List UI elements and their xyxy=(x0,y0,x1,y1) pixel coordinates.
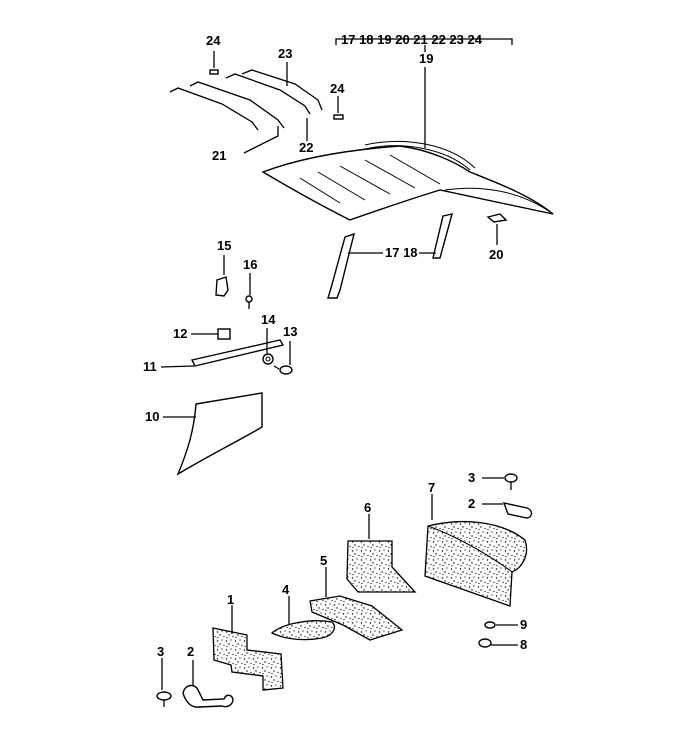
label-22: 22 xyxy=(299,140,313,155)
label-24-right: 24 xyxy=(330,81,345,96)
clip-20 xyxy=(486,213,508,223)
label-2-left: 2 xyxy=(187,644,194,659)
carpet-pieces: 6 5 4 1 xyxy=(212,500,417,691)
pillar-trims: 17 18 20 xyxy=(327,213,508,299)
label-8: 8 xyxy=(520,637,527,652)
pillar-trim-18 xyxy=(432,213,453,259)
bracket-2-right xyxy=(502,502,533,519)
roof-bows: 24 24 23 22 21 xyxy=(169,33,345,163)
label-19: 19 xyxy=(419,51,433,66)
label-9: 9 xyxy=(520,617,527,632)
screw-3-right xyxy=(504,473,518,483)
label-10: 10 xyxy=(145,409,159,424)
label-21: 21 xyxy=(212,148,226,163)
side-panel-10: 10 xyxy=(145,392,263,476)
screw-3-left xyxy=(156,691,172,701)
left-fasteners: 3 2 xyxy=(156,644,234,708)
headliner-panel xyxy=(261,140,554,221)
label-11: 11 xyxy=(143,359,157,374)
clip-24-left xyxy=(209,69,219,75)
carpet-5 xyxy=(309,595,404,641)
label-24-left: 24 xyxy=(206,33,221,48)
label-12: 12 xyxy=(173,326,187,341)
label-5: 5 xyxy=(320,553,327,568)
label-1: 1 xyxy=(227,592,234,607)
kit-bracket: 17 18 19 20 21 22 23 24 19 xyxy=(335,32,513,148)
label-13: 13 xyxy=(283,324,297,339)
label-23: 23 xyxy=(278,46,292,61)
kit-parts-label: 17 18 19 20 21 22 23 24 xyxy=(341,32,483,47)
clip-24-right xyxy=(333,114,344,120)
pillar-trim-17 xyxy=(327,232,355,299)
rear-shelf-assembly: 7 3 2 9 8 xyxy=(424,470,533,652)
label-2-right: 2 xyxy=(468,496,475,511)
label-6: 6 xyxy=(364,500,371,515)
washer-9 xyxy=(484,621,496,629)
label-7: 7 xyxy=(428,480,435,495)
label-14: 14 xyxy=(261,312,276,327)
rear-shelf-7 xyxy=(424,520,528,607)
carpet-1 xyxy=(212,627,284,691)
label-17-18: 17 18 xyxy=(385,245,418,260)
bracket-2-left xyxy=(182,684,234,708)
label-4: 4 xyxy=(282,582,290,597)
carpet-4 xyxy=(270,620,336,641)
part-12 xyxy=(217,328,231,340)
label-16: 16 xyxy=(243,257,257,272)
label-3-left: 3 xyxy=(157,644,164,659)
part-15 xyxy=(215,276,229,297)
trim-hardware: 15 16 12 11 14 13 xyxy=(143,238,297,375)
stud-8 xyxy=(478,638,492,648)
label-20: 20 xyxy=(489,247,503,262)
label-3-right: 3 xyxy=(468,470,475,485)
part-11-strip xyxy=(190,339,285,367)
label-15: 15 xyxy=(217,238,231,253)
carpet-6 xyxy=(346,540,417,593)
